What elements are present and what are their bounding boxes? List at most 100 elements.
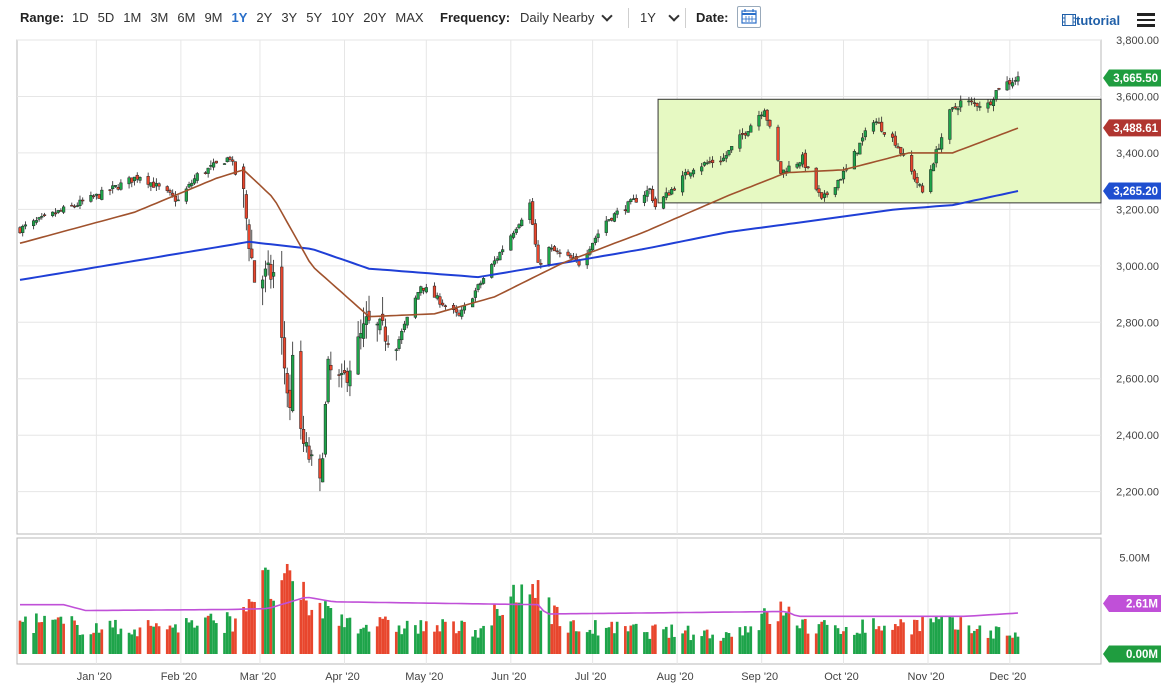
volume-bar-down: [280, 580, 284, 654]
volume-bar-up: [209, 613, 213, 654]
volume-bar-up: [476, 637, 480, 654]
candle-up: [937, 148, 941, 150]
volume-bar-up: [184, 618, 188, 654]
candle-up: [738, 134, 742, 149]
range-button-max[interactable]: MAX: [395, 10, 424, 25]
volume-bar-up: [547, 597, 551, 654]
volume-bar-down: [779, 601, 783, 654]
range-button-20y[interactable]: 20Y: [363, 10, 387, 25]
volume-bar-up: [833, 625, 837, 654]
volume-bar-up: [212, 620, 215, 654]
x-tick-label: Feb '20: [161, 671, 197, 683]
moving-average-long: [19, 190, 1019, 281]
volume-bar-up: [992, 638, 995, 654]
range-button-5y[interactable]: 5Y: [306, 10, 323, 25]
volume-bar-down: [915, 620, 919, 654]
y-tick-label: 2,400.00: [1116, 430, 1159, 442]
candle-up: [986, 102, 990, 109]
volume-bar-down: [899, 619, 903, 654]
frequency-select[interactable]: Daily Nearby: [520, 10, 614, 25]
range-button-6m[interactable]: 6M: [177, 10, 196, 25]
candle-up: [991, 99, 996, 106]
volume-bar-up: [509, 596, 513, 654]
range-button-3y[interactable]: 3Y: [281, 10, 298, 25]
candle-up: [75, 205, 79, 207]
candles: [18, 71, 1020, 492]
volume-bar-up: [490, 625, 494, 654]
candle-down: [247, 224, 251, 249]
volume-bar-down: [73, 620, 76, 654]
candle-up: [781, 169, 786, 174]
volume-bar-up: [190, 620, 194, 654]
x-tick-label: Jan '20: [77, 671, 112, 683]
volume-bar-down: [386, 619, 390, 654]
candle-up: [119, 182, 123, 190]
volume-bar-down: [610, 621, 614, 654]
candle-up: [397, 339, 401, 349]
candle-down: [72, 205, 77, 208]
candle-down: [42, 214, 47, 216]
candle-up: [855, 152, 859, 155]
volume-bar-up: [400, 634, 404, 654]
candle-up: [787, 165, 791, 173]
range-button-1d[interactable]: 1D: [72, 10, 89, 25]
candle-down: [820, 192, 824, 199]
candle-up: [62, 206, 66, 213]
y-tick-label: 2,200.00: [1116, 487, 1159, 499]
volume-bar-down: [880, 630, 883, 654]
volume-bar-up: [951, 617, 954, 654]
candle-up: [836, 180, 840, 189]
y-axis: 2,200.00 2,400.00 2,600.00 2,800.00 3,000.00…: [1116, 35, 1159, 564]
volume-bar-up: [174, 624, 177, 654]
volume-bar-down: [534, 597, 537, 654]
last-price-tag: [1103, 69, 1161, 87]
candle-up: [498, 252, 502, 261]
candle-up: [1010, 82, 1015, 87]
volume-bar-up: [817, 624, 821, 654]
volume-bar-up: [348, 617, 352, 654]
volume-bar-up: [75, 624, 79, 654]
volume-bar-down: [550, 624, 554, 654]
volume-bar-up: [795, 625, 799, 654]
candle-up: [111, 185, 115, 190]
volume-bar-up: [70, 616, 74, 654]
date-label: Date:: [696, 10, 729, 25]
toolbar-divider: [628, 8, 629, 28]
range-button-5d[interactable]: 5D: [97, 10, 115, 25]
period-select[interactable]: 1Y: [640, 10, 680, 25]
candle-up: [994, 90, 998, 100]
volume-bar-down: [375, 626, 379, 654]
volume-bar-up: [825, 624, 829, 654]
range-button-2y[interactable]: 2Y: [256, 10, 273, 25]
hamburger-menu-icon[interactable]: [1137, 13, 1155, 27]
volume-bar-up: [133, 629, 136, 654]
volume-bar-down: [806, 633, 810, 654]
range-button-10y[interactable]: 10Y: [331, 10, 355, 25]
candle-down: [890, 133, 895, 138]
candle-down: [59, 210, 63, 212]
volume-bar-up: [32, 633, 35, 654]
volume-bar-up: [119, 628, 123, 654]
volume-bar-up: [763, 608, 766, 654]
range-button-1y[interactable]: 1Y: [231, 10, 248, 25]
x-tick-label: Apr '20: [325, 671, 360, 683]
candle-up: [798, 162, 802, 167]
volume-bar-up: [645, 632, 649, 654]
range-button-9m[interactable]: 9M: [204, 10, 223, 25]
candle-up: [416, 292, 420, 300]
volume-bar-up: [419, 620, 423, 654]
candle-up: [225, 157, 229, 163]
ma-long-label: 3,265.20: [1113, 186, 1158, 198]
candle-down: [299, 351, 303, 429]
volume-bar-up: [591, 633, 594, 654]
tutorial-link[interactable]: tutorial: [1062, 13, 1120, 28]
range-button-1m[interactable]: 1M: [123, 10, 142, 25]
calendar-icon[interactable]: [737, 6, 761, 28]
candle-up: [495, 258, 499, 261]
volume-bar-up: [517, 602, 521, 654]
volume-bar-down: [457, 630, 461, 654]
candle-down: [803, 152, 807, 168]
volume-bar-up: [594, 620, 597, 654]
volume-bar-up: [855, 632, 859, 654]
range-button-3m[interactable]: 3M: [150, 10, 169, 25]
